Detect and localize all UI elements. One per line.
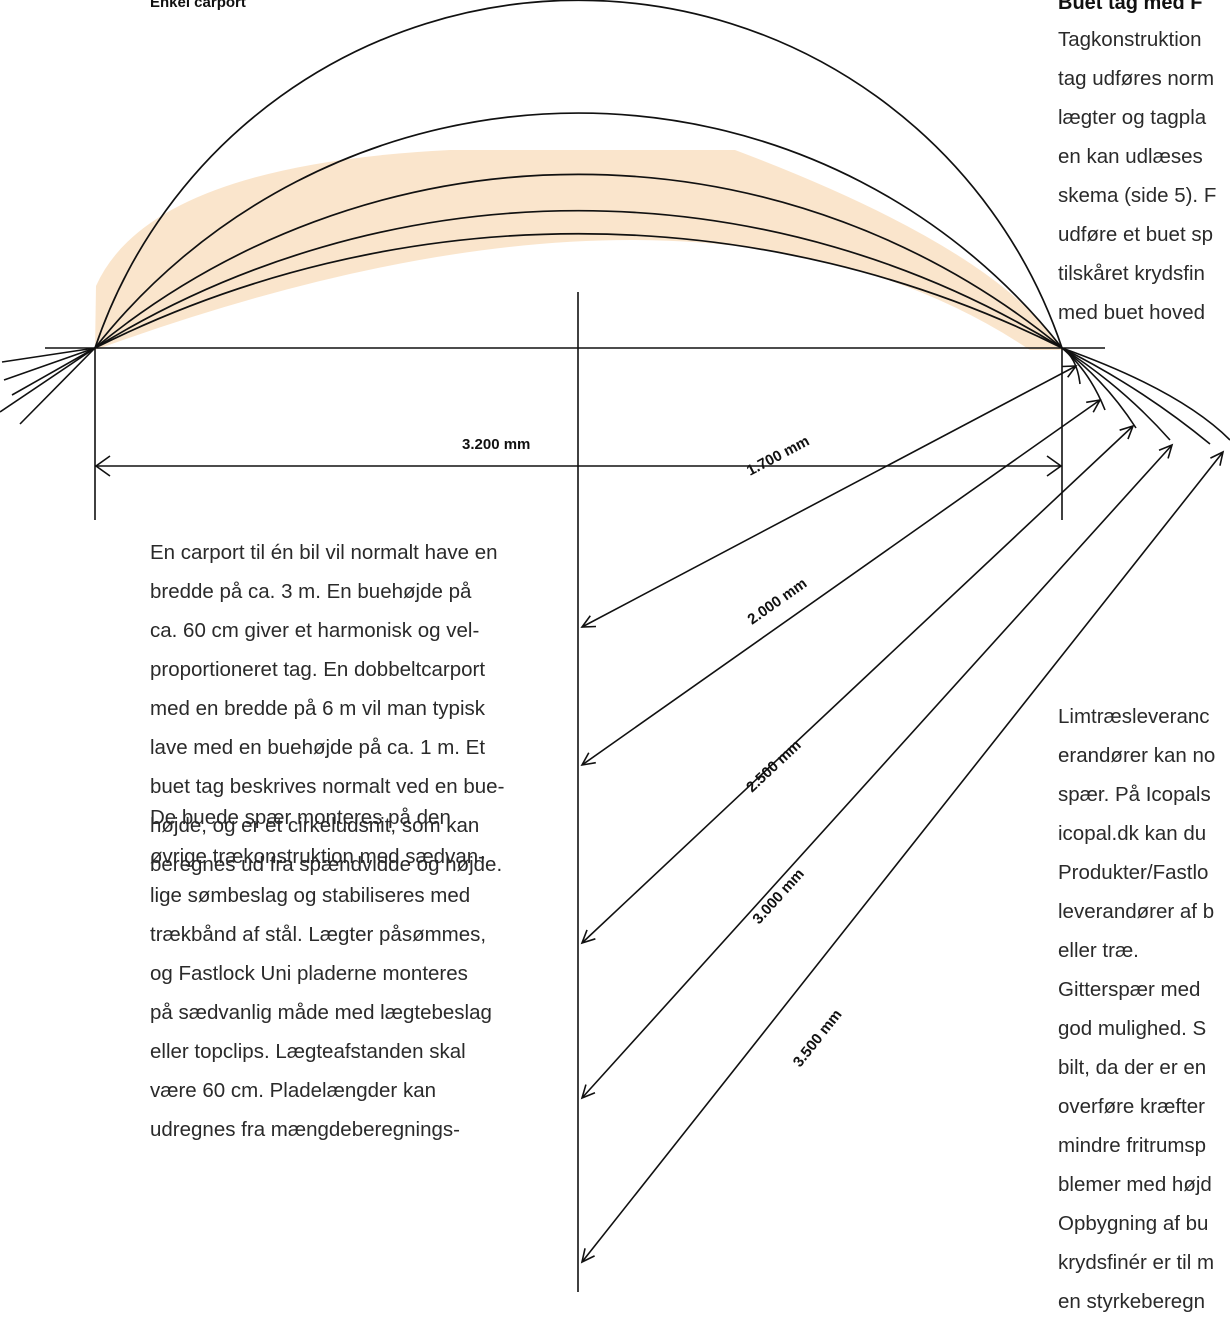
span-label: 3.200 mm — [462, 436, 530, 453]
arc-group — [94, 0, 1063, 349]
text-line: blemer med højd — [1058, 1173, 1212, 1196]
text-line: erandører kan no — [1058, 744, 1216, 767]
arc-2500 — [94, 173, 1063, 349]
text-line: god mulighed. S — [1058, 1017, 1207, 1040]
text-line: på sædvanlig måde med lægtebeslag — [150, 1001, 492, 1024]
radius-dimension-line — [581, 399, 1101, 766]
arc-3000 — [94, 209, 1063, 349]
arrow-head — [1061, 365, 1078, 378]
text-line: ca. 60 cm giver et harmonisk og vel- — [150, 619, 480, 642]
radius-label: 1.700 mm — [744, 433, 812, 480]
arrow-head — [1046, 455, 1063, 477]
text-line: proportioneret tag. En dobbeltcarport — [150, 658, 486, 681]
arc-3500 — [94, 232, 1063, 349]
dimension-lines — [0, 292, 1230, 1292]
text-line: øvrige trækonstruktion med sædvan- — [150, 845, 485, 868]
arrow-head — [580, 1084, 596, 1100]
text-line: trækbånd af stål. Lægter påsømmes, — [150, 923, 487, 946]
arrow-head — [94, 455, 111, 477]
text-line: skema (side 5). F — [1058, 184, 1217, 207]
radius-label: 3.000 mm — [749, 866, 807, 928]
radius-dimension-line — [581, 451, 1224, 1263]
radius-label: 2.500 mm — [743, 737, 805, 796]
arc-tail-left — [0, 347, 96, 413]
text-line: Limtræsleveranc — [1058, 705, 1210, 728]
paragraph-carport-width: En carport til én bil vil normalt have e… — [150, 533, 504, 884]
text-line: tilskåret krydsfin — [1058, 262, 1205, 285]
arrow-head — [1158, 443, 1174, 459]
arc-tail-left — [11, 347, 96, 396]
text-line: overføre kræfter — [1058, 1095, 1205, 1118]
text-line: en styrkeberegn — [1058, 1290, 1206, 1313]
text-line: udføre et buet sp — [1058, 223, 1213, 246]
text-line: eller træ. — [1058, 939, 1139, 962]
text-line: Tagkonstruktion — [1058, 28, 1202, 51]
arrow-head — [580, 929, 596, 945]
text-line: En carport til én bil vil normalt have e… — [150, 541, 498, 564]
arc-tail-left — [19, 347, 96, 425]
text-line: udregnes fra mængdeberegnings- — [150, 1118, 460, 1141]
arc-tail-right — [1061, 347, 1137, 429]
text-line: tag udføres norm — [1058, 67, 1215, 90]
heading-buet-tag: Buet tag med F — [1058, 0, 1203, 14]
arc-tail-right — [1061, 347, 1230, 441]
arrow-head — [580, 752, 596, 767]
arc-tail-right — [1061, 347, 1171, 441]
text-line: bilt, da der er en — [1058, 1056, 1207, 1079]
text-line: icopal.dk kan du — [1058, 822, 1207, 845]
heading-enkel-carport: Enkel carport — [150, 0, 246, 11]
dimension-labels: 3.200 mm 1.700 mm 2.000 mm 2.500 mm 3.000 mm… — [462, 433, 846, 1071]
text-line: lave med en buehøjde på ca. 1 m. Et — [150, 736, 486, 759]
radius-dimension-line — [581, 444, 1173, 1099]
arrow-head — [1086, 398, 1102, 413]
text-line: Gitterspær med — [1058, 978, 1201, 1001]
paragraph-mounting: De buede spær monteres på den øvrige træ… — [150, 798, 492, 1149]
text-line: være 60 cm. Pladelængder kan — [150, 1079, 437, 1102]
text-line: mindre fritrumsp — [1058, 1134, 1207, 1157]
roof-arc-diagram: 3.200 mm 1.700 mm 2.000 mm 2.500 mm 3.000 mm… — [0, 0, 1230, 1292]
paragraph-right-top: Tagkonstruktion tag udføres norm lægter … — [1058, 20, 1216, 332]
radius-dimension-line — [581, 365, 1077, 628]
arc-tail-left — [3, 347, 96, 381]
text-line: De buede spær monteres på den — [150, 806, 451, 829]
text-line: en kan udlæses — [1058, 145, 1203, 168]
text-line: og Fastlock Uni pladerne monteres — [150, 962, 468, 985]
text-line: med en bredde på 6 m vil man typisk — [150, 697, 485, 720]
radius-dimension-line — [581, 425, 1134, 944]
text-line: lægter og tagpla — [1058, 106, 1207, 129]
text-line: leverandører af b — [1058, 900, 1215, 923]
highlight-band — [95, 150, 1062, 350]
arc-2000 — [94, 112, 1063, 349]
text-line: med buet hoved — [1058, 301, 1206, 324]
arc-tail-left — [1, 347, 96, 363]
text-line: krydsfinér er til m — [1058, 1251, 1215, 1274]
text-line: højde, og er et cirkeludsnit, som kan — [150, 814, 480, 837]
text-line: buet tag beskrives normalt ved en bue- — [150, 775, 505, 798]
text-line: lige sømbeslag og stabiliseres med — [150, 884, 471, 907]
text-line: beregnes ud fra spændvidde og højde. — [150, 853, 503, 876]
paragraph-right-bottom: Limtræsleveranc erandører kan no spær. P… — [1058, 697, 1215, 1321]
radius-label: 2.000 mm — [745, 575, 811, 628]
arrow-head — [1210, 450, 1225, 466]
arrow-head — [1119, 424, 1135, 440]
text-line: Opbygning af bu — [1058, 1212, 1209, 1235]
arrow-head — [580, 615, 597, 628]
arrow-head — [580, 1248, 595, 1264]
text-line: bredde på ca. 3 m. En buehøjde på — [150, 580, 472, 603]
text-line: spær. På Icopals — [1058, 783, 1211, 806]
arc-tail-right — [1061, 347, 1211, 445]
text-line: Produkter/Fastlo — [1058, 861, 1209, 884]
radius-label: 3.500 mm — [790, 1006, 846, 1070]
arc-1700 — [94, 0, 1063, 349]
text-line: eller topclips. Lægteafstanden skal — [150, 1040, 466, 1063]
